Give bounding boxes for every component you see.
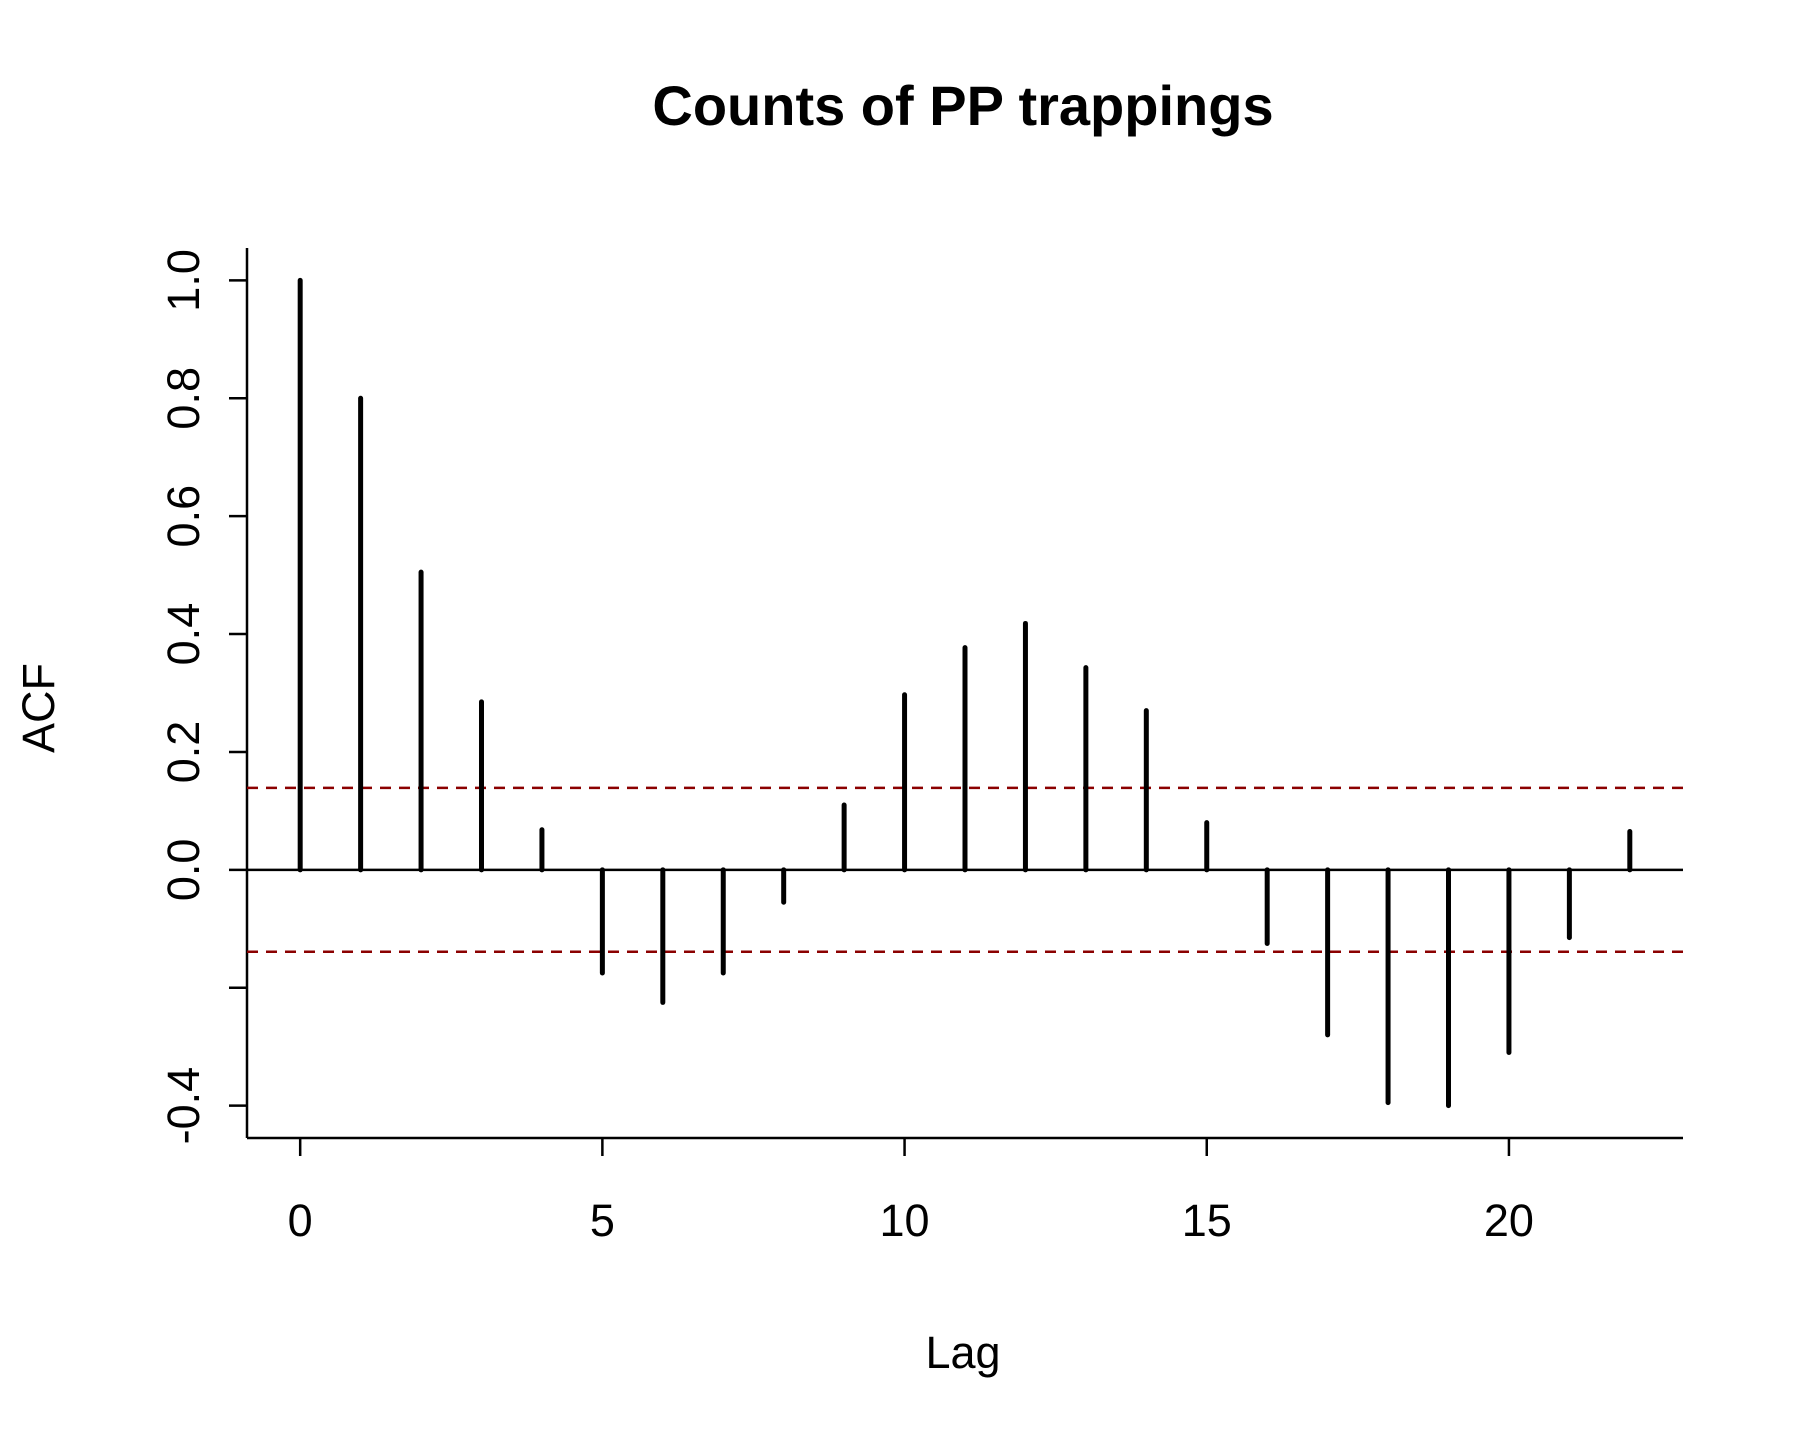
x-tick-label: 0 — [288, 1195, 313, 1246]
y-axis-label: ACF — [13, 663, 64, 753]
x-tick-label: 15 — [1182, 1195, 1232, 1246]
y-tick-label: 0.2 — [158, 721, 209, 784]
x-tick-label: 10 — [880, 1195, 930, 1246]
plot-area: -0.4 0.0 0.2 0.4 0.6 0.8 1.0 0 5 10 15 20 — [158, 248, 1683, 1246]
y-tick-label: 0.6 — [158, 485, 209, 548]
y-tick-label: -0.4 — [158, 1067, 209, 1145]
chart-title: Counts of PP trappings — [652, 74, 1273, 137]
y-tick-label: 0.4 — [158, 603, 209, 666]
x-tick-label: 5 — [590, 1195, 615, 1246]
y-tick-label: 0.8 — [158, 367, 209, 430]
y-tick-label: 1.0 — [158, 249, 209, 312]
x-axis-label: Lag — [925, 1327, 1000, 1378]
y-tick-label: 0.0 — [158, 839, 209, 902]
x-tick-label: 20 — [1484, 1195, 1534, 1246]
